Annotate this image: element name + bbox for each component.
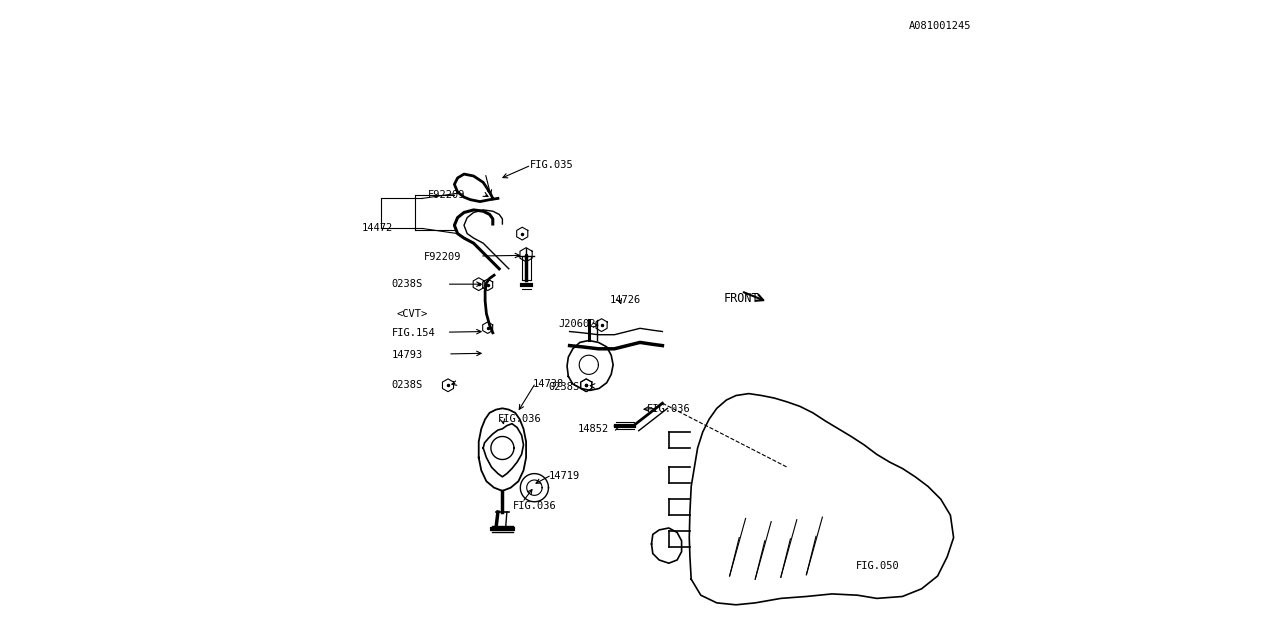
Text: A081001245: A081001245 <box>909 20 972 31</box>
Text: 0238S: 0238S <box>549 381 580 392</box>
Text: FIG.036: FIG.036 <box>498 413 541 424</box>
Text: 14719: 14719 <box>549 471 580 481</box>
Text: FIG.036: FIG.036 <box>513 500 557 511</box>
Text: FRONT: FRONT <box>723 292 759 305</box>
Text: FIG.050: FIG.050 <box>856 561 900 572</box>
Text: FIG.154: FIG.154 <box>392 328 435 339</box>
Text: 0238S: 0238S <box>392 380 422 390</box>
Text: 14472: 14472 <box>362 223 393 234</box>
Text: F92209: F92209 <box>424 252 461 262</box>
Text: 0238S: 0238S <box>392 279 422 289</box>
Text: F92209: F92209 <box>428 190 465 200</box>
Text: FIG.036: FIG.036 <box>646 404 690 414</box>
Text: FIG.035: FIG.035 <box>530 160 573 170</box>
Text: 14726: 14726 <box>609 294 640 305</box>
Text: J20602: J20602 <box>558 319 595 330</box>
Text: 14852: 14852 <box>577 424 608 434</box>
Text: <CVT>: <CVT> <box>397 308 428 319</box>
Text: 14738: 14738 <box>534 379 564 389</box>
Text: 14793: 14793 <box>392 349 422 360</box>
